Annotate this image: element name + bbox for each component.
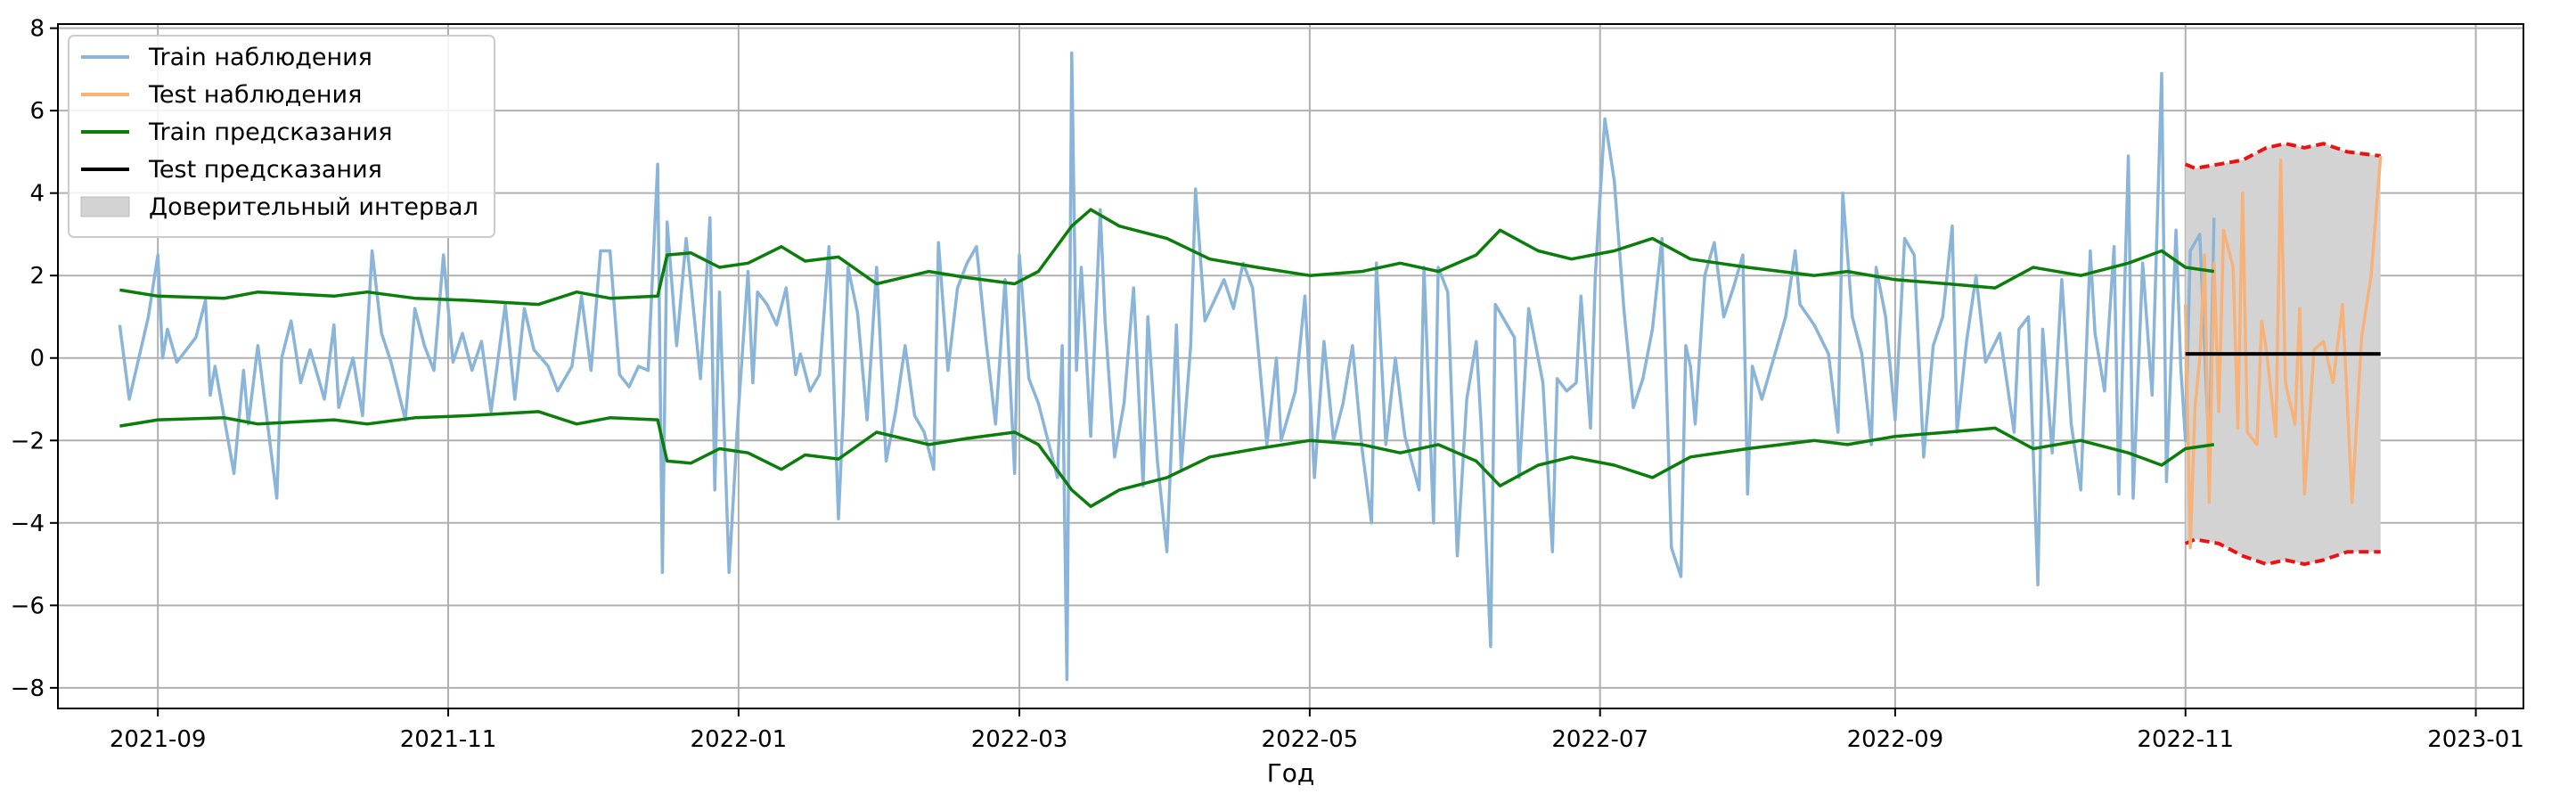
train-observations-line [118,51,2216,682]
x-axis-label: Год [1267,758,1315,788]
y-tick-label: −4 [11,511,45,537]
legend: Train наблюдения Test наблюдения Train пре… [68,35,495,238]
x-tick-label: 2023-01 [2427,726,2524,753]
x-tick-label: 2022-01 [691,726,788,753]
y-tick-label: 8 [29,16,45,43]
x-tick-label: 2022-07 [1551,726,1648,753]
legend-label: Train наблюдения [148,44,372,71]
x-tick-label: 2022-11 [2137,726,2234,753]
x-tick-label: 2021-09 [110,726,207,753]
legend-label: Доверительный интервал [149,193,478,221]
legend-label: Train предсказания [148,119,392,146]
y-tick-label: −2 [11,428,45,454]
y-tick-label: −8 [11,675,45,702]
plot-frame [57,23,2524,709]
confidence-interval-lower-bound [2184,537,2381,567]
legend-swatch-patch [80,196,130,217]
legend-box [68,35,495,238]
y-tick-label: 2 [29,263,45,290]
y-axis-ticks: −8 −6 −4 −2 0 2 4 6 8 [11,16,58,702]
x-tick-label: 2021-11 [400,726,497,753]
x-tick-label: 2022-03 [971,726,1068,753]
y-tick-label: −6 [11,593,45,619]
y-tick-label: 6 [29,98,45,125]
confidence-interval-upper-bound [2184,142,2381,170]
x-tick-label: 2022-09 [1847,726,1944,753]
y-tick-label: 0 [29,346,45,372]
train-prediction-lower-line [119,410,2215,509]
train-prediction-upper-line [119,208,2215,307]
test-observations-line [2183,155,2383,550]
y-tick-label: 4 [29,181,45,208]
series-lines [118,51,2383,682]
legend-label: Test наблюдения [148,81,362,109]
x-tick-label: 2022-05 [1262,726,1359,753]
x-axis-ticks: 2021-09 2021-11 2022-01 2022-03 2022-05 2022-… [110,708,2524,753]
legend-label: Test предсказания [148,156,382,184]
